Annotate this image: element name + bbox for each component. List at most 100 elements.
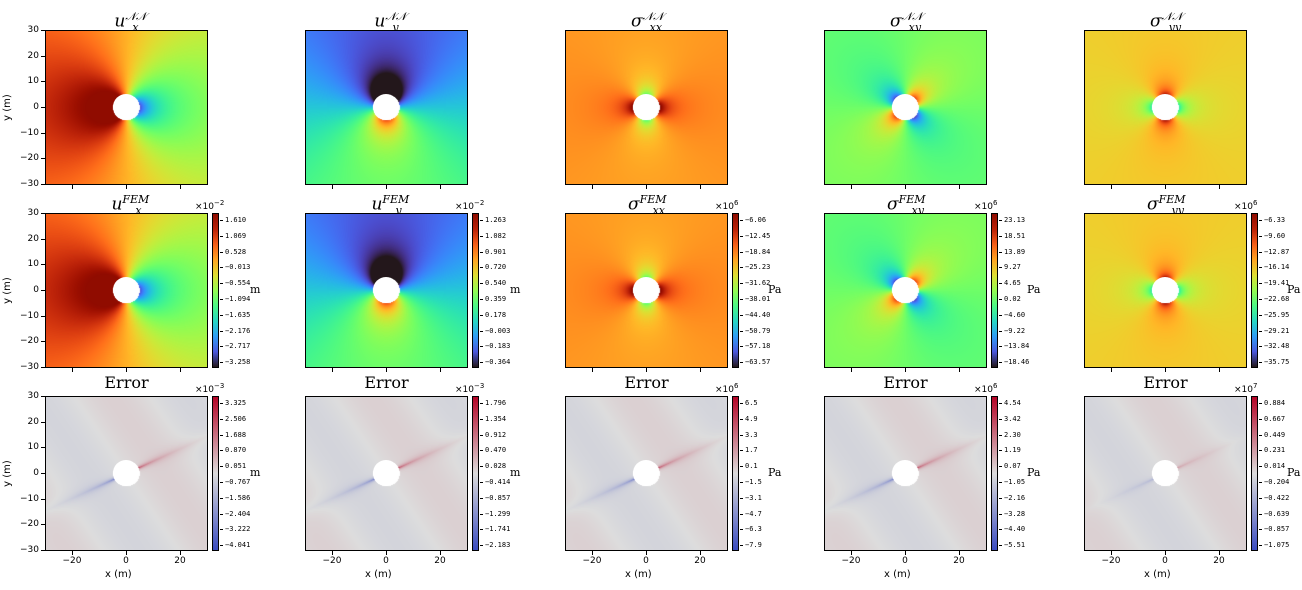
colorbar-multiplier: ×10−2 [455,199,484,212]
multiplier-base: ×10 [195,385,214,395]
colorbar-tick-label: −0.767 [219,478,251,486]
multiplier-base: ×10 [455,202,474,212]
x-axis-label: x (m) [105,569,132,580]
colorbar-tick-label: −6.06 [739,216,767,224]
x-axis-label: x (m) [625,569,652,580]
x-tick [959,551,960,555]
y-tick-label: 10 [27,442,39,453]
colorbar-tick-label: 0.470 [479,446,507,455]
heatmap-panel-prediction-ux [45,30,208,185]
colorbar-tick-label: −6.33 [1258,216,1286,224]
x-tick-label: −20 [841,556,861,566]
hole [633,460,659,486]
x-tick-label: 20 [1213,556,1225,566]
colorbar-unit: Pa [1027,466,1041,479]
x-tick [72,185,73,189]
multiplier-exponent: 6 [1253,199,1258,207]
title-subscript: y [395,204,402,218]
x-tick [180,368,181,372]
x-tick [592,368,593,372]
panel-title: Error [1084,373,1247,393]
colorbar-tick-label: −2.183 [479,541,511,550]
multiplier-base: ×10 [715,202,734,212]
colorbar-multiplier: ×107 [1234,382,1257,395]
x-tick [851,551,852,555]
colorbar-tick-label: 1.796 [479,399,507,407]
x-tick [1165,551,1166,555]
y-axis-label: y (m) [1,94,13,121]
colorbar-multiplier: ×106 [715,382,738,395]
heatmap-panel-prediction-uy [305,30,468,185]
x-tick [700,368,701,372]
title-superscript: 𝒩𝒩 [901,10,923,23]
x-tick [332,551,333,555]
y-tick-label: 30 [27,208,39,218]
x-tick [386,368,387,372]
colorbar [991,396,998,551]
hole [373,277,399,303]
colorbar-tick-label: 0.02 [999,295,1021,303]
x-tick [126,185,127,189]
colorbar-tick-label: −12.45 [739,231,771,240]
multiplier-exponent: 7 [1253,382,1258,390]
colorbar-tick-label: −2.717 [219,342,251,351]
colorbar-tick-label: −50.79 [739,326,771,335]
hole [892,460,918,486]
y-tick-label: −20 [20,153,39,164]
colorbar-tick-label: −19.41 [1258,279,1290,288]
x-tick [1111,551,1112,555]
y-tick-label: −30 [20,179,39,189]
multiplier-exponent: 6 [734,199,739,207]
y-tick-label: 30 [27,391,39,401]
colorbar-tick-label: −1.741 [479,525,511,534]
colorbar-tick-label: 1.354 [479,414,507,423]
panel-title: uFEMx [45,190,208,221]
y-tick-label: 0 [33,285,39,295]
colorbar-unit: Pa [1287,283,1301,296]
hole [892,94,918,120]
hole [113,460,139,486]
title-superscript: 𝒩𝒩 [125,10,147,23]
title-superscript: FEM [1158,193,1186,206]
colorbar-tick-label: 0.231 [1258,446,1286,455]
colorbar [212,213,219,368]
x-tick [646,368,647,372]
colorbar-tick-label: −1.094 [219,295,251,303]
heatmap-panel-fem-uy [305,213,468,368]
y-tick [41,158,45,160]
multiplier-base: ×10 [1234,385,1253,395]
hole [1152,460,1178,486]
x-tick [1219,551,1220,555]
title-symbol: u [374,11,386,32]
multiplier-exponent: 6 [993,382,998,390]
title-symbol: σ [628,194,640,215]
colorbar-tick-label: −1.5 [740,478,762,486]
colorbar-multiplier: ×10−2 [195,199,224,212]
title-superscript: FEM [898,193,926,206]
panel-title: u𝒩𝒩x [45,7,208,38]
x-tick [1219,368,1220,372]
x-tick [1219,185,1220,189]
y-tick [41,473,45,474]
multiplier-base: ×10 [974,385,993,395]
panel-title: u𝒩𝒩y [305,7,468,38]
colorbar-tick-label: 0.449 [1258,430,1286,439]
heatmap-panel-error-err_uy [305,396,468,551]
multiplier-base: ×10 [195,202,214,212]
x-tick-label: −20 [62,556,82,566]
hole [373,460,399,486]
y-tick-label: 30 [27,25,39,35]
colorbar-tick-label: −0.422 [1258,493,1290,502]
multiplier-base: ×10 [1234,202,1253,212]
multiplier-base: ×10 [715,385,734,395]
x-tick [126,551,127,555]
title-subscript: x [135,204,142,218]
colorbar-tick-label: −3.258 [219,358,251,367]
colorbar-tick-label: −0.857 [1258,525,1290,534]
multiplier-exponent: −3 [214,382,225,390]
y-tick-label: −20 [20,336,39,347]
colorbar-tick-label: −0.013 [219,263,251,272]
x-tick [1111,368,1112,372]
colorbar-tick-label: 1.069 [219,231,247,240]
x-tick [700,185,701,189]
